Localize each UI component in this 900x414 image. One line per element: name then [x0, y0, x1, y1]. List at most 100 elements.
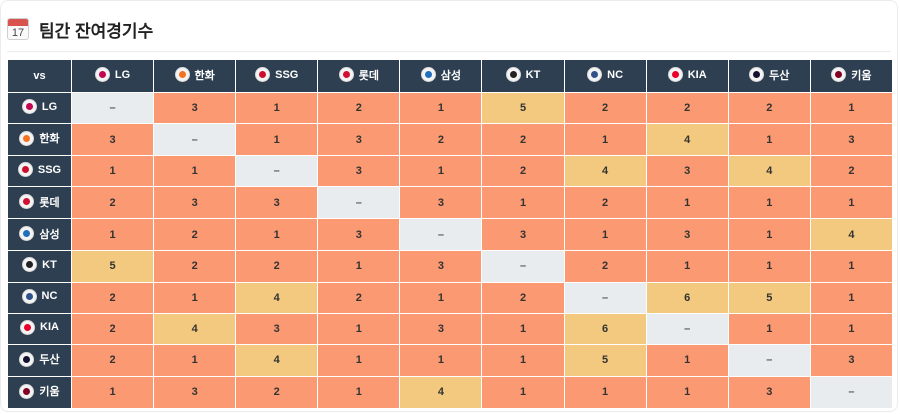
column-team-label: 두산: [749, 67, 789, 83]
table-cell: 3: [153, 186, 237, 220]
table-cell: 1: [645, 343, 729, 377]
table-cell: 4: [809, 218, 894, 252]
team-name: KT: [525, 68, 541, 81]
table-cell: 1: [809, 91, 894, 125]
table-cell: 4: [235, 343, 319, 377]
table-cell: 2: [563, 250, 647, 283]
team-name: 한화: [39, 133, 60, 146]
column-header: KT: [481, 59, 565, 93]
table-cell: 1: [317, 312, 401, 345]
table-cell: 3: [809, 123, 894, 157]
table-cell: 1: [235, 123, 319, 157]
table-cell: 2: [399, 123, 483, 157]
column-header: LG: [70, 59, 155, 93]
table-cell: 1: [727, 186, 811, 220]
table-cell: 4: [563, 155, 647, 188]
table-cell: 1: [481, 375, 565, 410]
column-team-label: 키움: [831, 67, 872, 83]
team-name: KIA: [687, 68, 707, 81]
table-cell: 1: [317, 375, 401, 410]
corner-cell: vs: [7, 59, 72, 93]
table-cell: –: [727, 343, 811, 377]
table-row: SSG 1 1–3 1 2 4 3 4 2: [7, 155, 894, 188]
calendar-icon: 17: [7, 18, 29, 40]
team-logo-icon: [19, 194, 35, 210]
table-cell: 2: [481, 155, 565, 188]
table-cell: 1: [399, 155, 483, 188]
row-header: KT: [7, 250, 72, 283]
table-cell: 6: [645, 281, 729, 314]
team-logo-icon: [20, 319, 36, 335]
team-logo-icon: [17, 162, 33, 178]
table-cell: 1: [809, 281, 894, 314]
table-row: 삼성 1 2 1 3–3 1 3 1 4: [7, 218, 894, 252]
team-logo-icon: [505, 67, 521, 82]
table-cell: 3: [153, 91, 237, 125]
team-name: 롯데: [358, 69, 379, 82]
table-cell: –: [399, 218, 483, 252]
team-logo-icon: [21, 288, 37, 304]
team-name: LG: [41, 100, 58, 113]
table-cell: 4: [645, 123, 729, 157]
table-cell: 2: [481, 281, 565, 314]
team-logo-icon: [22, 257, 38, 273]
column-team-label: LG: [94, 67, 130, 82]
table-row: 두산 2 1 4 1 1 1 5 1–3: [7, 343, 894, 377]
team-logo-icon: [587, 67, 603, 82]
table-cell: 1: [235, 91, 319, 125]
table-cell: 1: [153, 281, 237, 314]
table-cell: 1: [727, 312, 811, 345]
table-cell: 3: [399, 186, 483, 220]
table-cell: 1: [809, 186, 894, 220]
team-logo-icon: [831, 67, 847, 83]
row-team-label: NC: [21, 288, 58, 304]
row-team-label: KT: [22, 257, 57, 273]
table-cell: 2: [645, 91, 729, 125]
team-logo-icon: [19, 383, 35, 399]
column-header: NC: [563, 59, 647, 93]
table-cell: 2: [481, 123, 565, 157]
table-cell: –: [563, 281, 647, 314]
header-divider: [7, 51, 891, 52]
team-name: KIA: [40, 321, 59, 334]
table-cell: 1: [563, 218, 647, 252]
table-row: 한화 3–1 3 2 2 1 4 1 3: [7, 123, 894, 157]
table-cell: 3: [317, 218, 401, 252]
row-header: LG: [7, 91, 72, 125]
team-name: NC: [41, 290, 58, 303]
table-cell: 1: [809, 250, 894, 283]
table-cell: 1: [645, 375, 729, 410]
row-header: KIA: [7, 312, 72, 345]
table-cell: 4: [399, 375, 483, 410]
row-header: 키움: [7, 375, 72, 410]
table-cell: –: [645, 312, 729, 345]
table-cell: 1: [70, 155, 155, 188]
table-cell: 2: [153, 250, 237, 283]
table-row: NC 2 1 4 2 1 2–6 5 1: [7, 281, 894, 314]
table-cell: 2: [563, 91, 647, 125]
column-header: 두산: [727, 59, 811, 93]
table-cell: 1: [481, 186, 565, 220]
team-name: 두산: [39, 354, 60, 367]
team-name: KT: [42, 258, 57, 271]
team-logo-icon: [667, 67, 683, 82]
team-logo-icon: [19, 226, 35, 242]
table-cell: –: [70, 91, 155, 125]
table-cell: 3: [481, 218, 565, 252]
table-cell: 2: [235, 375, 319, 410]
table-cell: 3: [317, 155, 401, 188]
table-cell: 6: [563, 312, 647, 345]
table-cell: 1: [481, 312, 565, 345]
table-cell: 5: [481, 91, 565, 125]
table-cell: 1: [809, 312, 894, 345]
team-name: NC: [607, 68, 624, 81]
table-cell: 4: [153, 312, 237, 345]
table-cell: 2: [317, 91, 401, 125]
table-cell: 1: [70, 375, 155, 410]
table-cell: 2: [153, 218, 237, 252]
team-name: 롯데: [39, 196, 60, 209]
row-header: 두산: [7, 343, 72, 377]
table-cell: 2: [727, 91, 811, 125]
column-header: 롯데: [317, 59, 401, 93]
